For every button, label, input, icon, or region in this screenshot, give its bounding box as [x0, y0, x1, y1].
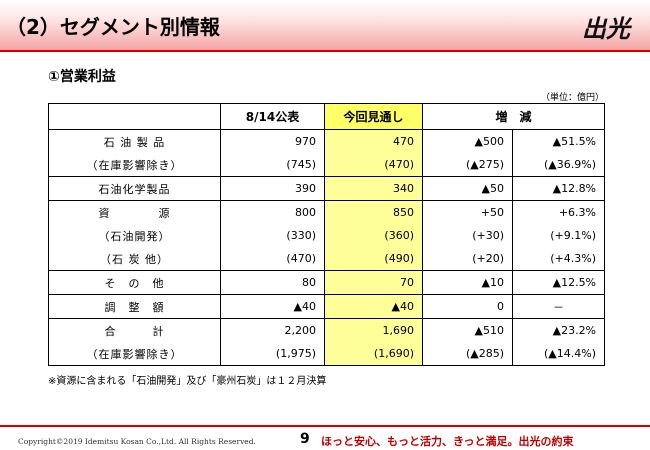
pct-value: (+9.1%)	[511, 224, 606, 247]
diff-value: ▲500	[422, 129, 513, 153]
pct-value: (+4.3%)	[511, 247, 606, 271]
footnote: ※資源に含まれる「石油開発」及び「豪州石炭」は１２月決算	[48, 376, 327, 387]
page-title: （2）セグメント別情報	[6, 15, 220, 39]
table-row-petrochemicals: 石油化学製品 390 340 ▲50 ▲12.8%	[48, 176, 606, 201]
prev-value: ▲40	[220, 294, 325, 319]
pct-value: (▲36.9%)	[511, 153, 606, 177]
current-value: 340	[324, 176, 423, 201]
pct-value: －	[511, 294, 606, 319]
row-label: 調 整 額	[48, 294, 221, 319]
row-label: 石油化学製品	[48, 176, 221, 201]
table-header-row: 8/14公表 今回見通し 増 減	[48, 103, 606, 130]
company-slogan: ほっと安心、もっと活力、きっと満足。出光の約束	[321, 435, 574, 448]
diff-value: (+20)	[422, 247, 513, 271]
prev-value: (1,975)	[220, 342, 325, 366]
copyright-text: Copyright©2019 Idemitsu Kosan Co.,Ltd. A…	[18, 437, 256, 446]
row-label: （石油開発）	[48, 224, 221, 247]
table-row-adjustment: 調 整 額 ▲40 ▲40 0 －	[48, 294, 606, 319]
prev-value: 390	[220, 176, 325, 201]
diff-value: ▲50	[422, 176, 513, 201]
current-value: 850	[324, 200, 423, 224]
current-value: ▲40	[324, 294, 423, 319]
page-number: 9	[300, 431, 310, 447]
row-label: （在庫影響除き）	[48, 153, 221, 177]
diff-value: ▲510	[422, 318, 513, 342]
table-row-petroleum-ex-inventory: （在庫影響除き） (745) (470) (▲275) (▲36.9%)	[48, 153, 606, 177]
diff-value: 0	[422, 294, 513, 319]
header-current-forecast: 今回見通し	[324, 103, 423, 130]
prev-value: 970	[220, 129, 325, 153]
prev-value: (470)	[220, 247, 325, 271]
current-value: (490)	[324, 247, 423, 271]
current-value: 70	[324, 270, 423, 295]
row-label: （在庫影響除き）	[48, 342, 221, 366]
table-row-coal-other: （石 炭 他） (470) (490) (+20) (+4.3%)	[48, 247, 606, 271]
row-label: （石 炭 他）	[48, 247, 221, 271]
diff-value: (▲275)	[422, 153, 513, 177]
diff-value: (+30)	[422, 224, 513, 247]
pct-value: ▲12.8%	[511, 176, 606, 201]
table-row-other: そ の 他 80 70 ▲10 ▲12.5%	[48, 270, 606, 295]
current-value: (1,690)	[324, 342, 423, 366]
current-value: 1,690	[324, 318, 423, 342]
diff-value: +50	[422, 200, 513, 224]
pct-value: ▲23.2%	[511, 318, 606, 342]
footer-divider	[0, 425, 650, 427]
current-value: 470	[324, 129, 423, 153]
table-row-total-ex-inventory: （在庫影響除き） (1,975) (1,690) (▲285) (▲14.4%)	[48, 342, 606, 366]
prev-value: (330)	[220, 224, 325, 247]
prev-value: 2,200	[220, 318, 325, 342]
header-prev-forecast: 8/14公表	[220, 103, 325, 130]
row-label: 資 源	[48, 200, 221, 224]
prev-value: 800	[220, 200, 325, 224]
current-value: (360)	[324, 224, 423, 247]
header-label-cell	[48, 103, 221, 130]
pct-value: ▲51.5%	[511, 129, 606, 153]
table-row-total: 合 計 2,200 1,690 ▲510 ▲23.2%	[48, 318, 606, 342]
company-logo: 出光	[582, 14, 630, 43]
header-band	[0, 0, 650, 52]
row-label: 合 計	[48, 318, 221, 342]
unit-note: （単位：億円）	[540, 93, 604, 103]
pct-value: ▲12.5%	[511, 270, 606, 295]
table-row-petroleum: 石 油 製 品 970 470 ▲500 ▲51.5%	[48, 129, 606, 153]
diff-value: ▲10	[422, 270, 513, 295]
row-label: そ の 他	[48, 270, 221, 295]
section-heading: ①営業利益	[48, 69, 116, 85]
operating-profit-table: 8/14公表 今回見通し 増 減 石 油 製 品 970 470 ▲500 ▲5…	[48, 103, 606, 366]
current-value: (470)	[324, 153, 423, 177]
header-change: 増 減	[421, 103, 606, 130]
row-label: 石 油 製 品	[48, 129, 221, 153]
prev-value: 80	[220, 270, 325, 295]
pct-value: +6.3%	[511, 200, 606, 224]
table-row-oil-exploration: （石油開発） (330) (360) (+30) (+9.1%)	[48, 224, 606, 247]
prev-value: (745)	[220, 153, 325, 177]
pct-value: (▲14.4%)	[511, 342, 606, 366]
diff-value: (▲285)	[422, 342, 513, 366]
table-row-resources: 資 源 800 850 +50 +6.3%	[48, 200, 606, 224]
